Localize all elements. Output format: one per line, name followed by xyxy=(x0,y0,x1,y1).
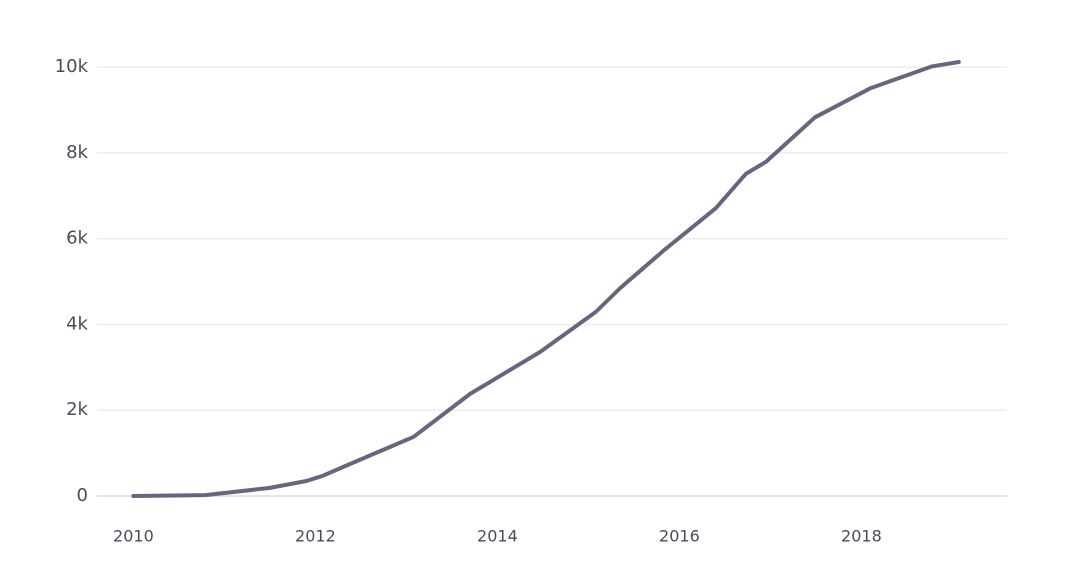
x-tick-label: 2014 xyxy=(477,527,518,546)
y-tick-label: 6k xyxy=(66,228,88,249)
y-tick-label: 2k xyxy=(66,399,88,420)
y-tick-label: 8k xyxy=(66,142,88,163)
line xyxy=(131,60,961,498)
x-tick-label: 2012 xyxy=(295,527,336,546)
y-tick-label: 0 xyxy=(77,485,88,506)
x-tick-label: 2010 xyxy=(113,527,154,546)
y-tick-label: 10k xyxy=(55,56,89,77)
y-tick-label: 4k xyxy=(66,313,88,334)
x-tick-label: 2016 xyxy=(659,527,700,546)
x-tick-label: 2018 xyxy=(841,527,882,546)
